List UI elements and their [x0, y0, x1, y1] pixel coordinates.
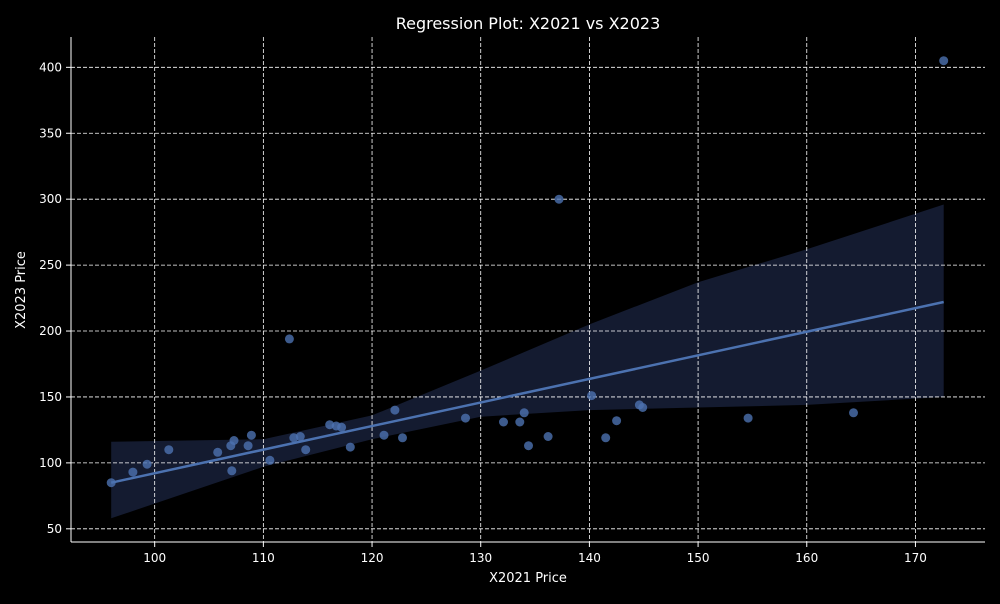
scatter-point: [345, 442, 355, 452]
axes-layer: 100 110 120 130 140 150 160 170 50 100 150 200 250 30…: [39, 37, 985, 565]
scatter-point: [164, 445, 174, 455]
scatter-point: [543, 432, 553, 441]
y-tick-label: 150: [39, 390, 62, 404]
scatter-points-layer: [106, 56, 949, 488]
scatter-point: [587, 391, 597, 401]
scatter-point: [554, 194, 564, 204]
scatter-point: [461, 413, 470, 423]
regression-line-layer: [110, 300, 944, 484]
scatter-point: [106, 478, 116, 488]
chart-title: Regression Plot: X2021 vs X2023: [396, 14, 661, 33]
regression-line: [110, 300, 944, 484]
x-tick-label: 170: [904, 551, 927, 565]
scatter-point: [265, 455, 275, 465]
grid-layer: [71, 37, 985, 542]
scatter-point: [379, 430, 389, 440]
scatter-point: [227, 466, 237, 476]
scatter-point: [515, 417, 525, 427]
y-tick-label: 300: [39, 192, 62, 206]
y-tick-label: 100: [39, 456, 62, 470]
x-tick-label: 110: [252, 551, 275, 565]
scatter-point: [301, 445, 311, 455]
scatter-point: [849, 408, 858, 418]
scatter-point: [398, 433, 407, 443]
scatter-point: [638, 403, 648, 412]
scatter-point: [142, 459, 152, 469]
y-tick-label: 200: [39, 324, 62, 338]
y-axis-label: X2023 Price: [14, 251, 29, 329]
scatter-point: [243, 441, 253, 451]
scatter-point: [284, 334, 294, 344]
x-tick-label: 150: [687, 551, 710, 565]
x-tick-label: 120: [361, 551, 384, 565]
confidence-band: [111, 204, 944, 519]
scatter-point: [743, 413, 753, 423]
scatter-point: [295, 432, 305, 441]
y-tick-label: 350: [39, 126, 62, 140]
x-tick-label: 140: [578, 551, 601, 565]
scatter-point: [519, 408, 529, 418]
scatter-point: [612, 416, 622, 426]
confidence-band-layer: [111, 204, 944, 519]
scatter-point: [390, 405, 400, 415]
x-tick-label: 100: [143, 551, 166, 565]
y-tick-label: 50: [47, 522, 62, 536]
y-tick-label: 250: [39, 258, 62, 272]
x-axis-label: X2021 Price: [489, 571, 567, 586]
x-tick-label: 130: [469, 551, 492, 565]
x-tick-label: 160: [795, 551, 818, 565]
scatter-point: [229, 436, 239, 445]
scatter-point: [337, 422, 347, 432]
scatter-point: [601, 433, 611, 443]
scatter-point: [128, 467, 138, 477]
scatter-point: [939, 56, 949, 66]
scatter-point: [499, 417, 508, 427]
y-tick-label: 400: [39, 60, 62, 74]
scatter-point: [213, 447, 223, 457]
scatter-point: [246, 430, 256, 440]
scatter-point: [524, 441, 533, 451]
